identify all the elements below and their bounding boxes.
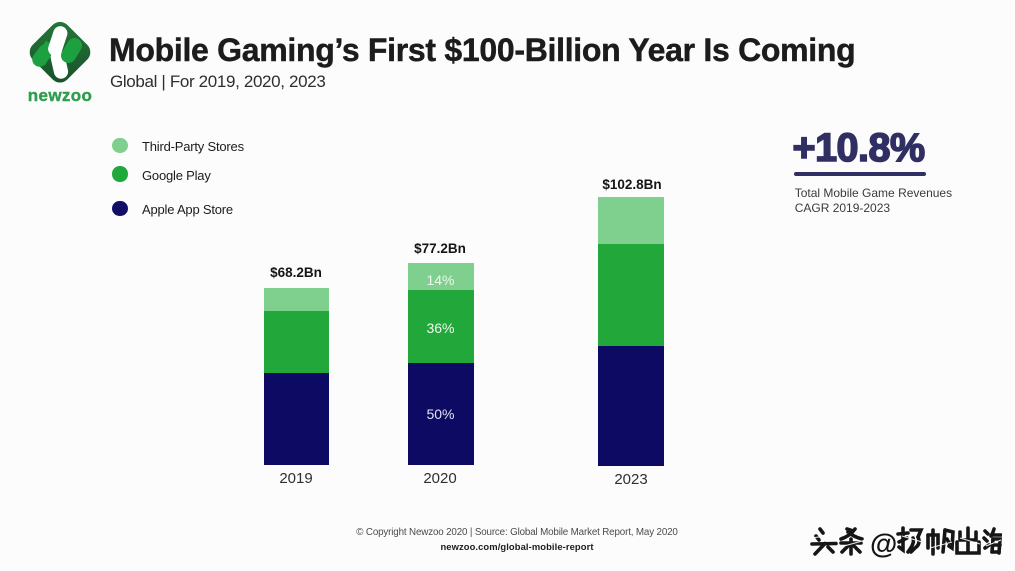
svg-text:@: @ — [870, 528, 897, 558]
